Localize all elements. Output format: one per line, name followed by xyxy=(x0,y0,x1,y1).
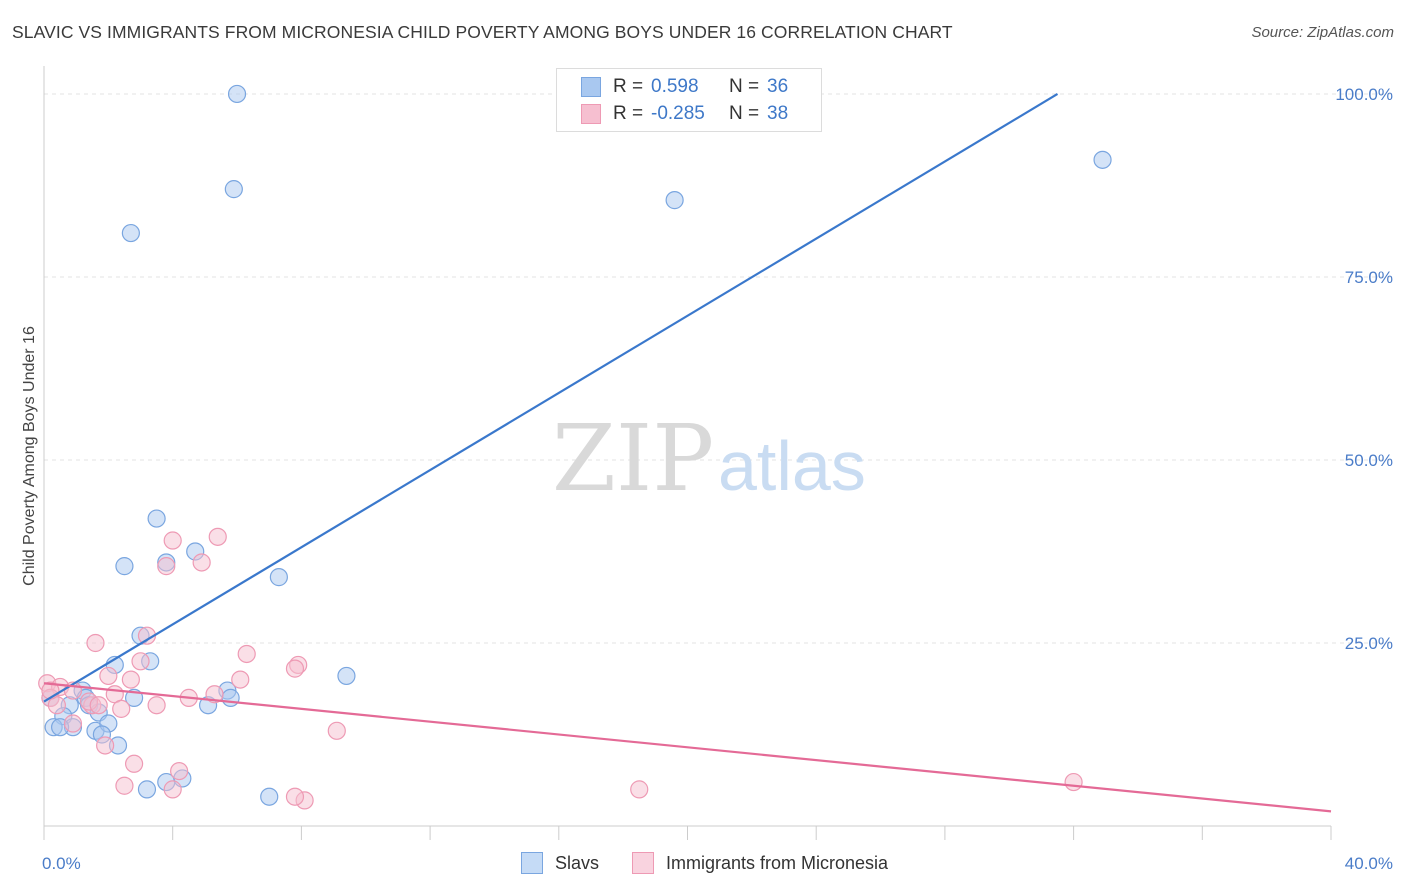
legend-n-value: 36 xyxy=(767,76,789,97)
micro-point xyxy=(285,659,305,678)
source-label: Source: ZipAtlas.com xyxy=(1251,24,1394,41)
legend-r-label: R = xyxy=(613,103,644,124)
slavs-point xyxy=(260,787,279,806)
y-tick-label: 25.0% xyxy=(1345,634,1393,653)
slavs-point xyxy=(227,84,247,104)
micro-point xyxy=(63,714,83,733)
legend-n-value: 38 xyxy=(767,103,789,124)
legend-swatch-slavs xyxy=(581,77,601,97)
micro-point xyxy=(121,670,140,689)
slavs-point xyxy=(337,666,356,686)
micro-point xyxy=(157,557,176,576)
micro-point xyxy=(237,644,256,664)
micro-point xyxy=(112,699,131,718)
micro-point xyxy=(170,761,189,781)
stats-legend: R = 0.598 N = 36 R = -0.285 N = 38 xyxy=(556,68,822,132)
slavs-point xyxy=(221,688,240,707)
legend-n-label: N = xyxy=(729,103,760,124)
micro-trend-line xyxy=(43,682,1332,813)
micro-point xyxy=(115,776,134,795)
micro-point xyxy=(1064,772,1083,792)
micro-point xyxy=(192,553,211,572)
legend-item-slavs[interactable]: Slavs xyxy=(521,852,599,874)
micro-point xyxy=(96,736,115,755)
micro-point xyxy=(327,721,346,740)
tick-labels: 25.0% 50.0% 75.0% 100.0% 0.0% 40.0% xyxy=(42,85,1393,873)
micro-point xyxy=(285,787,305,806)
x-tick-label: 0.0% xyxy=(42,854,81,873)
legend-swatch-slavs xyxy=(521,852,543,874)
micro-point xyxy=(147,696,166,715)
micro-point xyxy=(99,666,118,686)
legend-r-value: -0.285 xyxy=(651,103,705,124)
slavs-point xyxy=(137,780,157,799)
micro-point xyxy=(231,670,250,689)
slavs-point xyxy=(147,509,166,528)
legend-row-micro: R = -0.285 N = 38 xyxy=(581,102,788,126)
y-tick-label: 100.0% xyxy=(1335,85,1393,104)
micro-point xyxy=(205,685,224,704)
legend-label-slavs: Slavs xyxy=(555,852,600,873)
micro-point xyxy=(208,527,227,546)
trend-lines xyxy=(43,93,1332,813)
slavs-point xyxy=(665,191,684,210)
micro-point xyxy=(86,633,105,653)
micro-point xyxy=(630,780,649,799)
y-axis-label: Child Poverty Among Boys Under 16 xyxy=(21,326,38,586)
watermark-atlas: atlas xyxy=(718,427,866,505)
legend-r-label: R = xyxy=(613,76,644,97)
watermark: ZIP atlas xyxy=(552,405,866,512)
y-tick-label: 75.0% xyxy=(1345,268,1393,287)
x-tick-label: 40.0% xyxy=(1345,854,1393,873)
micro-point xyxy=(163,780,182,799)
slavs-point xyxy=(1093,150,1112,169)
slavs-trend-line xyxy=(43,93,1059,703)
micro-point xyxy=(131,652,150,671)
legend-label-micro: Immigrants from Micronesia xyxy=(666,852,889,873)
legend-row-slavs: R = 0.598 N = 36 xyxy=(581,75,788,99)
slavs-point xyxy=(115,557,134,576)
legend-swatch-micro xyxy=(632,852,654,874)
slavs-point xyxy=(224,180,243,199)
legend-item-micro[interactable]: Immigrants from Micronesia xyxy=(632,852,888,874)
watermark-zip: ZIP xyxy=(552,405,714,512)
legend-n-label: N = xyxy=(729,76,760,97)
micro-point xyxy=(89,696,108,715)
legend-swatch-micro xyxy=(581,104,601,124)
series-legend: Slavs Immigrants from Micronesia xyxy=(0,852,1406,878)
grid-lines xyxy=(44,93,1394,644)
slavs-point xyxy=(121,223,140,243)
micro-point xyxy=(124,754,144,773)
legend-r-value: 0.598 xyxy=(651,76,699,97)
slavs-point xyxy=(269,568,288,587)
y-tick-label: 50.0% xyxy=(1345,451,1393,470)
chart-title: SLAVIC VS IMMIGRANTS FROM MICRONESIA CHI… xyxy=(12,22,953,42)
micro-point xyxy=(163,531,182,550)
